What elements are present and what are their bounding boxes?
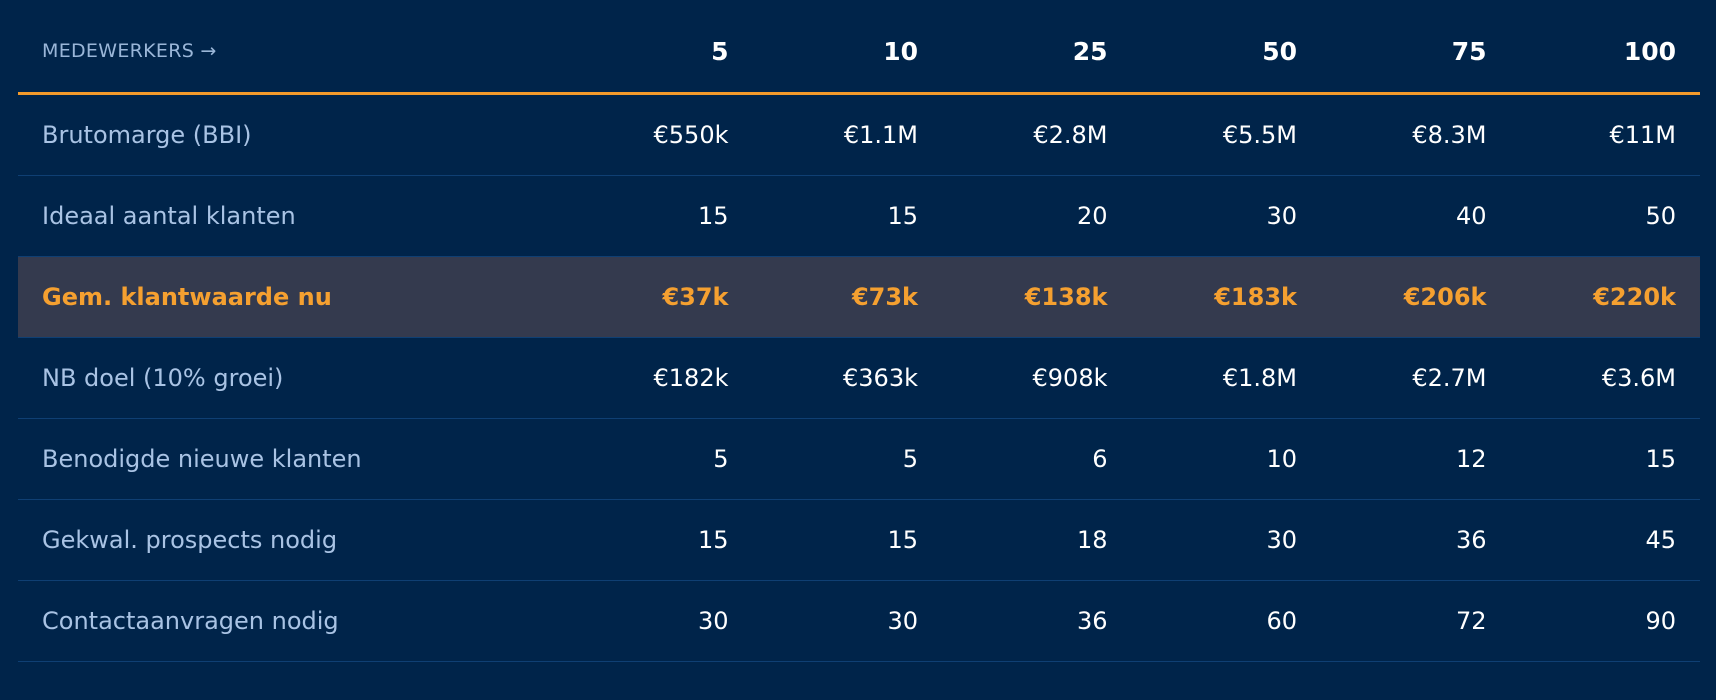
table-cell: 90 bbox=[1510, 580, 1700, 662]
table-cell: €363k bbox=[752, 337, 942, 419]
table-cell: 45 bbox=[1510, 499, 1700, 581]
table-row: Contactaanvragen nodig 30 30 36 60 72 90 bbox=[18, 580, 1700, 662]
row-label: Brutomarge (BBI) bbox=[18, 93, 563, 176]
table-cell: €206k bbox=[1321, 256, 1511, 338]
row-label: Ideaal aantal klanten bbox=[18, 175, 563, 257]
table-cell: 10 bbox=[1131, 418, 1321, 500]
table-cell: €1.1M bbox=[752, 93, 942, 176]
table-cell: 15 bbox=[752, 175, 942, 257]
table-cell: €908k bbox=[942, 337, 1132, 419]
row-label: NB doel (10% groei) bbox=[18, 337, 563, 419]
table-row: Brutomarge (BBI) €550k €1.1M €2.8M €5.5M €8.3… bbox=[18, 93, 1700, 176]
row-label: Gem. klantwaarde nu bbox=[18, 256, 563, 338]
table-row: Gekwal. prospects nodig 15 15 18 30 36 45 bbox=[18, 499, 1700, 581]
table-cell: €3.6M bbox=[1510, 337, 1700, 419]
column-header-25: 25 bbox=[942, 10, 1132, 95]
row-label: Contactaanvragen nodig bbox=[18, 580, 563, 662]
row-label: Benodigde nieuwe klanten bbox=[18, 418, 563, 500]
table-row: NB doel (10% groei) €182k €363k €908k €1.8M €… bbox=[18, 337, 1700, 419]
table-cell: 50 bbox=[1510, 175, 1700, 257]
table-body: Brutomarge (BBI) €550k €1.1M €2.8M €5.5M €8.3… bbox=[18, 93, 1700, 662]
table-cell: 36 bbox=[1321, 499, 1511, 581]
table-cell: €220k bbox=[1510, 256, 1700, 338]
row-label: Gekwal. prospects nodig bbox=[18, 499, 563, 581]
table-cell: 15 bbox=[1510, 418, 1700, 500]
header-label: MEDEWERKERS → bbox=[18, 10, 563, 95]
column-header-10: 10 bbox=[752, 10, 942, 95]
table-cell: 30 bbox=[563, 580, 753, 662]
table-cell: 12 bbox=[1321, 418, 1511, 500]
table-cell: €550k bbox=[563, 93, 753, 176]
table-cell: 15 bbox=[563, 175, 753, 257]
table-cell: 60 bbox=[1131, 580, 1321, 662]
table-cell: €183k bbox=[1131, 256, 1321, 338]
header-row: MEDEWERKERS → 5 10 25 50 75 100 bbox=[18, 10, 1700, 95]
scaling-table: MEDEWERKERS → 5 10 25 50 75 100 Brutomarge (B… bbox=[18, 10, 1700, 662]
table-cell: 72 bbox=[1321, 580, 1511, 662]
table-cell: €2.8M bbox=[942, 93, 1132, 176]
table-cell: €11M bbox=[1510, 93, 1700, 176]
column-header-5: 5 bbox=[563, 10, 753, 95]
column-header-75: 75 bbox=[1321, 10, 1511, 95]
table-cell: €182k bbox=[563, 337, 753, 419]
column-header-100: 100 bbox=[1510, 10, 1700, 95]
table-cell: €37k bbox=[563, 256, 753, 338]
table-cell: 40 bbox=[1321, 175, 1511, 257]
scaling-table-container: MEDEWERKERS → 5 10 25 50 75 100 Brutomarge (B… bbox=[18, 10, 1700, 662]
table-cell: 36 bbox=[942, 580, 1132, 662]
table-cell: 30 bbox=[752, 580, 942, 662]
table-cell: 18 bbox=[942, 499, 1132, 581]
table-cell: 20 bbox=[942, 175, 1132, 257]
table-cell: 15 bbox=[752, 499, 942, 581]
table-cell: 30 bbox=[1131, 499, 1321, 581]
table-cell: 30 bbox=[1131, 175, 1321, 257]
table-cell: €138k bbox=[942, 256, 1132, 338]
table-cell: €2.7M bbox=[1321, 337, 1511, 419]
table-row: Gem. klantwaarde nu €37k €73k €138k €183k €20… bbox=[18, 256, 1700, 338]
column-header-50: 50 bbox=[1131, 10, 1321, 95]
table-cell: €5.5M bbox=[1131, 93, 1321, 176]
table-row: Ideaal aantal klanten 15 15 20 30 40 50 bbox=[18, 175, 1700, 257]
table-cell: €1.8M bbox=[1131, 337, 1321, 419]
table-row: Benodigde nieuwe klanten 5 5 6 10 12 15 bbox=[18, 418, 1700, 500]
table-cell: 6 bbox=[942, 418, 1132, 500]
table-cell: 5 bbox=[752, 418, 942, 500]
table-cell: 5 bbox=[563, 418, 753, 500]
table-cell: €8.3M bbox=[1321, 93, 1511, 176]
table-cell: €73k bbox=[752, 256, 942, 338]
table-cell: 15 bbox=[563, 499, 753, 581]
table-header: MEDEWERKERS → 5 10 25 50 75 100 bbox=[18, 10, 1700, 95]
